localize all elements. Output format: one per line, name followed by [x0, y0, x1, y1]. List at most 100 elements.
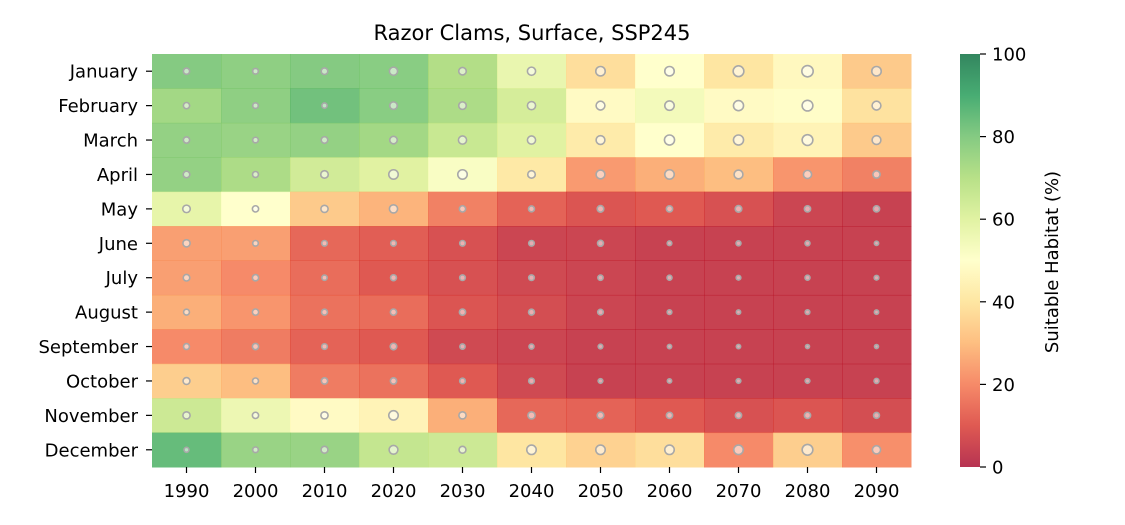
x-tick-label: 2070: [716, 481, 762, 502]
cell-marker: [389, 308, 398, 317]
cell-marker: [320, 239, 329, 247]
cell-marker: [320, 135, 329, 145]
cell-marker: [665, 204, 674, 213]
cell-marker: [597, 377, 604, 385]
x-axis-ticks: 1990 2000 2010 2020 2030 2040 2050 2060 2070 2080…: [164, 467, 900, 502]
cell-marker: [389, 273, 398, 282]
cell-marker: [803, 204, 812, 213]
cell-marker: [734, 411, 743, 420]
cell-marker: [320, 308, 329, 316]
cell-marker: [458, 239, 467, 247]
cell-marker: [182, 67, 191, 76]
cell-marker: [666, 309, 673, 316]
cell-marker: [870, 65, 883, 77]
heatmap-cells: [152, 54, 912, 468]
x-tick-label: 2080: [785, 481, 831, 502]
cell-marker: [251, 136, 260, 144]
cell-marker: [597, 274, 604, 282]
cell-marker: [458, 377, 467, 385]
cell-marker: [732, 65, 745, 78]
x-tick-label: 2090: [854, 481, 900, 502]
cell-marker: [871, 100, 882, 111]
cell-marker: [872, 204, 881, 213]
cell-marker: [594, 444, 607, 456]
cell-marker: [801, 133, 814, 147]
cell-marker: [251, 411, 260, 420]
y-tick-label: December: [45, 440, 139, 461]
cell-marker: [666, 240, 673, 247]
cell-marker: [873, 343, 880, 350]
colorbar-tick-label: 0: [992, 458, 1003, 479]
cell-marker: [182, 376, 191, 386]
cell-marker: [320, 204, 329, 214]
cell-marker: [387, 168, 400, 180]
y-tick-label: October: [66, 371, 139, 392]
cell-marker: [181, 204, 192, 214]
cell-marker: [182, 136, 191, 144]
cell-marker: [597, 343, 604, 350]
x-tick-label: 2050: [578, 481, 624, 502]
cell-marker: [251, 170, 260, 179]
cell-marker: [804, 309, 811, 316]
cell-marker: [801, 99, 814, 112]
colorbar-label: Suitable Habitat (%): [1042, 171, 1063, 353]
cell-marker: [457, 66, 468, 76]
colorbar-tick-label: 80: [992, 127, 1015, 148]
cell-marker: [665, 411, 674, 420]
cell-marker: [457, 101, 468, 111]
y-tick-label: November: [44, 406, 138, 427]
colorbar-gradient: [960, 54, 980, 467]
cell-marker: [458, 410, 467, 420]
cell-marker: [872, 411, 881, 420]
cell-marker: [735, 274, 742, 281]
cell-marker: [320, 67, 329, 76]
cell-marker: [182, 410, 191, 420]
cell-marker: [528, 343, 535, 350]
cell-marker: [388, 444, 399, 455]
cell-marker: [251, 67, 260, 75]
cell-marker: [182, 308, 191, 316]
cell-marker: [527, 308, 536, 316]
cell-marker: [735, 309, 742, 316]
cell-marker: [457, 135, 468, 145]
cell-marker: [873, 309, 880, 316]
cell-marker: [182, 273, 191, 282]
cell-marker: [666, 343, 673, 350]
cell-marker: [663, 100, 676, 112]
cell-marker: [801, 443, 814, 456]
y-tick-label: September: [39, 337, 139, 358]
cell-marker: [319, 169, 330, 180]
cell-marker: [320, 445, 329, 455]
cell-marker: [321, 274, 328, 282]
cell-marker: [871, 134, 882, 146]
y-tick-label: February: [58, 96, 138, 117]
colorbar-tick-label: 40: [992, 292, 1015, 313]
cell-marker: [735, 240, 742, 247]
cell-marker: [734, 204, 743, 213]
x-tick-label: 2020: [371, 481, 417, 502]
cell-marker: [804, 274, 811, 281]
cell-marker: [320, 342, 329, 351]
cell-marker: [733, 169, 744, 180]
cell-marker: [804, 240, 811, 247]
cell-marker: [804, 343, 811, 350]
cell-marker: [872, 170, 881, 179]
cell-marker: [735, 377, 742, 385]
y-tick-label: March: [83, 131, 138, 152]
cell-marker: [459, 343, 466, 350]
cell-marker: [801, 64, 814, 78]
cell-marker: [596, 239, 605, 248]
cell-marker: [596, 204, 605, 213]
cell-marker: [732, 99, 745, 112]
colorbar: 0 20 40 60 80 100: [960, 45, 1026, 479]
cell-marker: [320, 410, 329, 420]
cell-marker: [527, 205, 536, 213]
cell-marker: [666, 377, 673, 384]
cell-marker: [526, 169, 537, 180]
cell-marker: [458, 274, 467, 282]
x-tick-label: 1990: [164, 481, 210, 502]
y-tick-label: July: [105, 268, 139, 289]
y-tick-label: May: [101, 199, 139, 220]
cell-marker: [594, 65, 607, 77]
